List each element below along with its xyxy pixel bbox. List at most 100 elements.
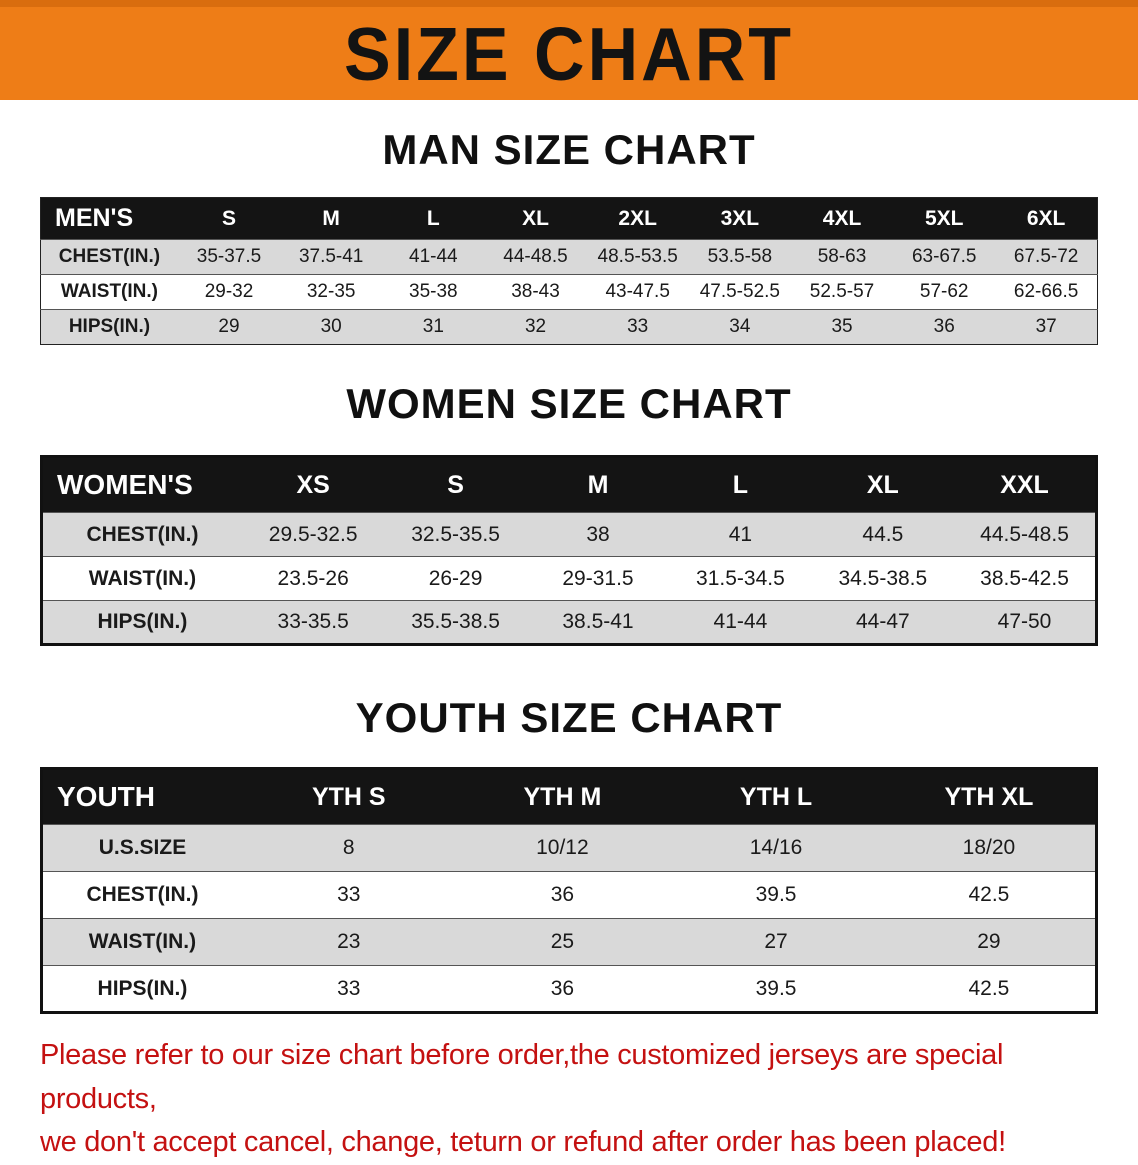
size-table: YOUTH YTH S YTH M YTH L YTH XL U.S.SIZE 8 10/12… [40,767,1098,1014]
cell-value: 35-37.5 [177,239,281,275]
cell-value: 33 [241,871,456,919]
table-row: CHEST(IN.) 33 36 39.5 42.5 [41,871,1097,919]
cell-value: 18/20 [882,824,1097,872]
cell-value: 44-48.5 [484,239,587,275]
cell-value: 57-62 [893,274,996,310]
cell-value: 38 [526,512,670,557]
cell-value: 35.5-38.5 [384,600,527,645]
cell-value: 31.5-34.5 [669,556,812,601]
cell-value: 33 [241,965,456,1013]
cell-value: 36 [893,309,996,345]
column-header: YTH S [241,768,456,825]
column-header: M [526,456,670,513]
size-table: WOMEN'S XS S M L XL XXL CHEST(IN.) 29.5-32.5 32.5… [40,455,1098,646]
cell-value: 41-44 [382,239,485,275]
column-header: L [382,197,485,240]
table-header-row: WOMEN'S XS S M L XL XXL [41,456,1097,513]
cell-value: 29 [882,918,1097,966]
cell-value: 47.5-52.5 [688,274,791,310]
column-header: XL [811,456,955,513]
cell-value: 34 [688,309,791,345]
row-label: CHEST(IN.) [41,512,242,557]
cell-value: 39.5 [669,965,883,1013]
cell-value: 38-43 [484,274,587,310]
cell-value: 52.5-57 [790,274,894,310]
cell-value: 44.5-48.5 [954,512,1097,557]
row-label: CHEST(IN.) [40,239,178,275]
table-row: U.S.SIZE 8 10/12 14/16 18/20 [41,824,1097,872]
cell-value: 14/16 [669,824,883,872]
youth-size-section: YOUTH SIZE CHART YOUTH YTH S YTH M YTH L YTH… [0,694,1138,1014]
cell-value: 29-31.5 [526,556,670,601]
column-header: L [669,456,812,513]
cell-value: 8 [241,824,456,872]
cell-value: 23.5-26 [241,556,385,601]
column-header: YTH M [455,768,670,825]
table-title-cell: YOUTH [41,768,242,825]
column-header: M [280,197,383,240]
women-size-table: WOMEN'S XS S M L XL XXL CHEST(IN.) 29.5-32.5 32.5… [40,455,1098,646]
cell-value: 41 [669,512,812,557]
row-label: WAIST(IN.) [41,556,242,601]
row-label: WAIST(IN.) [40,274,178,310]
cell-value: 58-63 [790,239,894,275]
cell-value: 33-35.5 [241,600,385,645]
women-chart-heading: WOMEN SIZE CHART [346,380,792,427]
cell-value: 53.5-58 [688,239,791,275]
cell-value: 48.5-53.5 [586,239,689,275]
cell-value: 29.5-32.5 [241,512,385,557]
cell-value: 32-35 [280,274,383,310]
column-header: YTH XL [882,768,1097,825]
column-header: 5XL [893,197,996,240]
cell-value: 25 [455,918,670,966]
cell-value: 23 [241,918,456,966]
column-header: S [177,197,281,240]
women-size-section: WOMEN SIZE CHART WOMEN'S XS S M L XL XXL CHEST(… [0,380,1138,646]
row-label: CHEST(IN.) [41,871,242,919]
row-label: U.S.SIZE [41,824,242,872]
cell-value: 44.5 [811,512,955,557]
table-row: CHEST(IN.) 35-37.5 37.5-41 41-44 44-48.5 48.5… [40,239,1098,275]
disclaimer-line: we don't accept cancel, change, teturn o… [40,1126,1006,1158]
cell-value: 37 [995,309,1098,345]
table-title-cell: MEN'S [40,197,178,240]
size-chart-banner: SIZE CHART [0,0,1138,100]
table-row: HIPS(IN.) 33 36 39.5 42.5 [41,965,1097,1013]
cell-value: 30 [280,309,383,345]
youth-size-table: YOUTH YTH S YTH M YTH L YTH XL U.S.SIZE 8 10/12… [40,767,1098,1014]
cell-value: 34.5-38.5 [811,556,955,601]
column-header: 3XL [688,197,791,240]
cell-value: 39.5 [669,871,883,919]
men-size-section: MAN SIZE CHART MEN'S S M L XL 2XL 3XL 4XL 5XL 6XL… [0,126,1138,345]
cell-value: 63-67.5 [893,239,996,275]
cell-value: 32.5-35.5 [384,512,527,557]
table-row: WAIST(IN.) 29-32 32-35 35-38 38-43 43-47.5 47.… [40,274,1098,310]
table-row: WAIST(IN.) 23 25 27 29 [41,918,1097,966]
men-chart-heading: MAN SIZE CHART [382,126,756,173]
column-header: 6XL [995,197,1098,240]
row-label: HIPS(IN.) [41,600,242,645]
men-size-table: MEN'S S M L XL 2XL 3XL 4XL 5XL 6XL CHEST(IN.) 35-37… [40,197,1098,345]
youth-chart-heading: YOUTH SIZE CHART [355,694,783,741]
row-label: HIPS(IN.) [40,309,178,345]
row-label: HIPS(IN.) [41,965,242,1013]
cell-value: 27 [669,918,883,966]
cell-value: 10/12 [455,824,670,872]
cell-value: 41-44 [669,600,812,645]
column-header: S [384,456,527,513]
row-label: WAIST(IN.) [41,918,242,966]
cell-value: 67.5-72 [995,239,1098,275]
table-row: WAIST(IN.) 23.5-26 26-29 29-31.5 31.5-34.5 34… [41,556,1097,601]
cell-value: 36 [455,965,670,1013]
cell-value: 42.5 [882,965,1097,1013]
cell-value: 44-47 [811,600,955,645]
cell-value: 42.5 [882,871,1097,919]
column-header: YTH L [669,768,883,825]
cell-value: 29 [177,309,281,345]
cell-value: 33 [586,309,689,345]
cell-value: 35 [790,309,894,345]
cell-value: 32 [484,309,587,345]
cell-value: 31 [382,309,485,345]
cell-value: 38.5-41 [526,600,670,645]
cell-value: 38.5-42.5 [954,556,1097,601]
